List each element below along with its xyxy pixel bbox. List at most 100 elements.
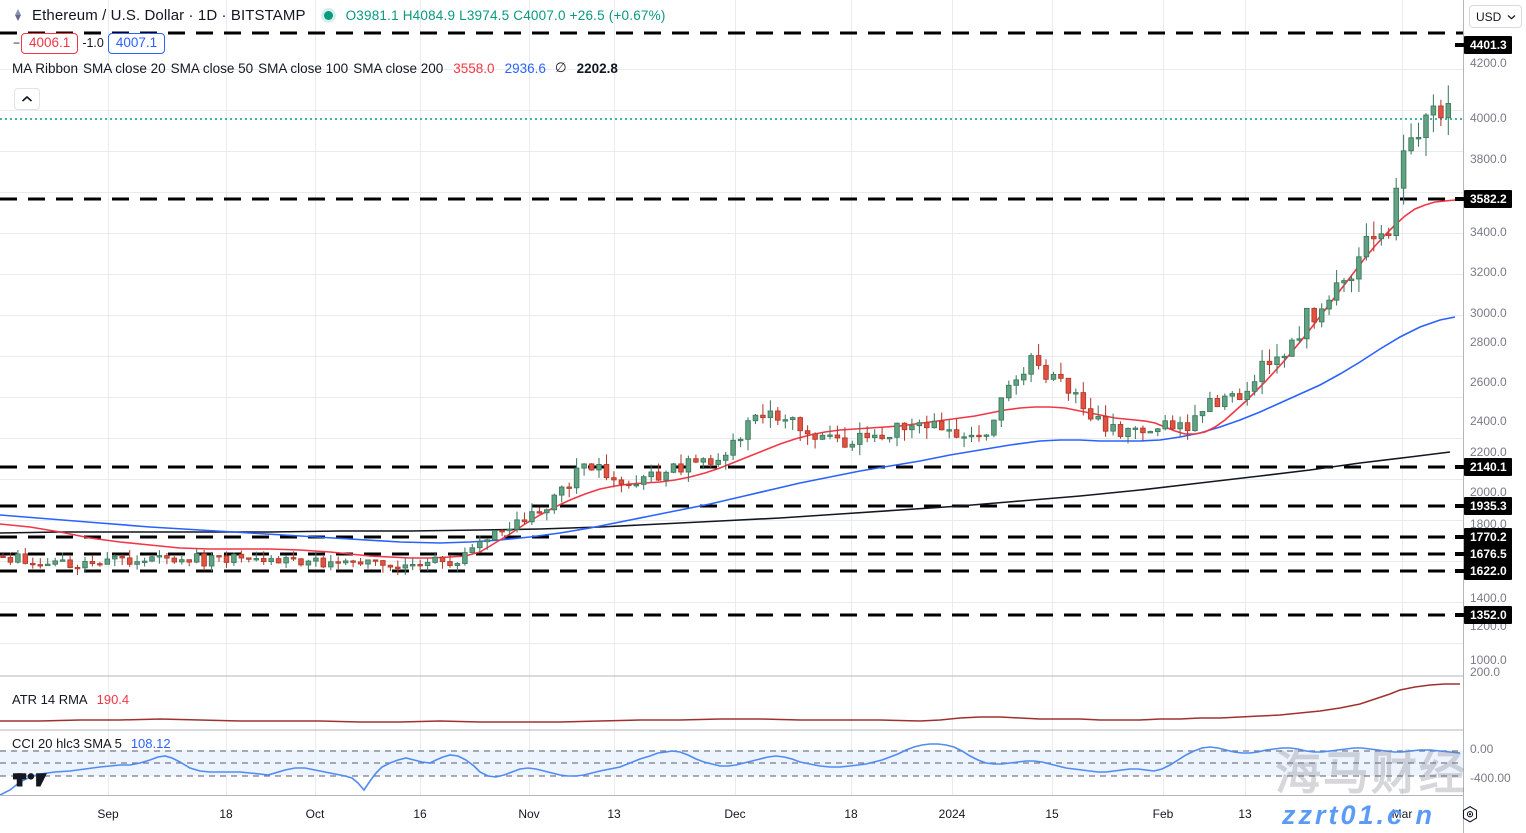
candle-body bbox=[924, 422, 930, 429]
candle-body bbox=[44, 563, 51, 567]
candle-body bbox=[141, 560, 148, 563]
atr-label: ATR 14 RMA bbox=[12, 692, 88, 707]
candle-body bbox=[1438, 105, 1444, 119]
candle-body bbox=[1125, 427, 1131, 437]
candle-body bbox=[52, 560, 58, 565]
candle-body bbox=[1192, 415, 1198, 432]
candle-body bbox=[633, 484, 640, 487]
candle-body bbox=[0, 555, 6, 559]
candle-body bbox=[1102, 416, 1109, 432]
candle-body bbox=[946, 429, 952, 432]
candle-body bbox=[596, 464, 602, 471]
chart-canvas[interactable]: Ethereum / U.S. Dollar · 1D · BITSTAMP O… bbox=[0, 0, 1463, 795]
candle-body bbox=[1050, 373, 1057, 380]
candle-body bbox=[380, 560, 386, 566]
time-tick: 15 bbox=[1045, 807, 1059, 821]
candle-body bbox=[1281, 355, 1288, 359]
time-tick: 13 bbox=[1238, 807, 1252, 821]
candle-body bbox=[1423, 114, 1429, 138]
candle-body bbox=[1311, 307, 1317, 323]
price-level-badge[interactable]: 1770.2 bbox=[1455, 528, 1512, 546]
price-level-badge[interactable]: 1676.5 bbox=[1455, 545, 1512, 563]
candle-body bbox=[432, 556, 438, 563]
candle-body bbox=[15, 553, 21, 563]
currency-label: USD bbox=[1476, 9, 1502, 24]
candle-body bbox=[82, 561, 88, 569]
candle-body bbox=[536, 511, 543, 514]
cci-axis-min: -400.00 bbox=[1470, 771, 1511, 785]
price-level-badge[interactable]: 3582.2 bbox=[1455, 190, 1512, 208]
candle-body bbox=[134, 561, 140, 565]
price-tick: 2200.0 bbox=[1470, 445, 1507, 459]
price-tick: 1400.0 bbox=[1470, 591, 1507, 605]
candle-body bbox=[708, 458, 714, 465]
candle-body bbox=[260, 558, 267, 563]
tradingview-logo[interactable] bbox=[13, 767, 47, 794]
candle-body bbox=[529, 511, 535, 523]
time-axis[interactable]: Sep 18 Oct 16 Nov 13 Dec 18 2024 15 Feb 13 Mar bbox=[0, 795, 1463, 833]
price-level-badge[interactable]: 4401.3 bbox=[1455, 36, 1512, 54]
time-tick: Mar bbox=[1391, 807, 1413, 821]
candle-body bbox=[871, 434, 878, 439]
candle-body bbox=[961, 436, 967, 439]
candle-body bbox=[491, 530, 498, 541]
candle-body bbox=[223, 555, 230, 563]
candle-body bbox=[797, 417, 803, 432]
tradingview-logo-icon bbox=[13, 773, 47, 787]
price-level-badge[interactable]: 2140.1 bbox=[1455, 458, 1512, 476]
price-level-lines bbox=[0, 31, 1463, 617]
candle-body bbox=[1162, 420, 1168, 430]
candle-body bbox=[372, 559, 379, 562]
time-tick: Nov bbox=[518, 807, 540, 821]
candle-body bbox=[1222, 395, 1228, 408]
candle-body bbox=[1430, 105, 1437, 116]
candle-body bbox=[1408, 137, 1414, 152]
candle-body bbox=[37, 564, 44, 567]
price-axis[interactable]: USD 4200.0 4000.0 3800.0 3400.0 3200.0 3000.0… bbox=[1455, 0, 1526, 833]
candle-body bbox=[886, 436, 893, 440]
candle-body bbox=[1385, 233, 1392, 236]
candle-body bbox=[603, 464, 610, 479]
candle-body bbox=[1013, 379, 1019, 386]
candle-body bbox=[812, 433, 818, 440]
candle-body bbox=[462, 552, 468, 564]
price-tick: 200.0 bbox=[1470, 665, 1501, 679]
candle-body bbox=[477, 541, 483, 549]
collapse-pane-button[interactable] bbox=[14, 88, 40, 110]
candle-body bbox=[819, 434, 826, 440]
price-tick: 1000.0 bbox=[1470, 653, 1507, 667]
candle-body bbox=[760, 414, 766, 419]
time-tick: 13 bbox=[607, 807, 621, 821]
candle-body bbox=[626, 483, 632, 487]
candle-body bbox=[1326, 299, 1332, 310]
price-level-badge[interactable]: 1935.3 bbox=[1455, 497, 1512, 515]
candle-body bbox=[231, 553, 237, 563]
candle-body bbox=[506, 528, 513, 532]
candle-body bbox=[97, 563, 103, 566]
atr-pane-legend[interactable]: ATR 14 RMA 190.4 bbox=[12, 692, 129, 707]
candle-body bbox=[357, 561, 364, 565]
candle-body bbox=[1207, 398, 1213, 412]
candle-body bbox=[745, 420, 751, 440]
price-level-badge[interactable]: 1352.0 bbox=[1455, 606, 1512, 624]
candle-body bbox=[715, 459, 721, 465]
candle-body bbox=[149, 556, 155, 562]
price-tick: 2600.0 bbox=[1470, 375, 1507, 389]
price-tick: 2400.0 bbox=[1470, 414, 1507, 428]
price-tick: 2800.0 bbox=[1470, 335, 1507, 349]
candle-body bbox=[1266, 360, 1273, 365]
candle-body bbox=[1378, 233, 1385, 240]
candle-body bbox=[126, 557, 133, 565]
candle-body bbox=[67, 559, 73, 568]
cci-pane-legend[interactable]: CCI 20 hlc3 SMA 5 108.12 bbox=[12, 736, 171, 751]
candle-body bbox=[469, 547, 476, 554]
price-level-badge[interactable]: 1622.0 bbox=[1455, 562, 1512, 580]
candle-body bbox=[983, 434, 990, 437]
currency-selector[interactable]: USD bbox=[1469, 5, 1522, 28]
candle-body bbox=[179, 559, 185, 563]
candle-body bbox=[611, 477, 617, 481]
candle-body bbox=[1445, 103, 1452, 119]
candle-body bbox=[1356, 256, 1362, 280]
candle-body bbox=[976, 434, 982, 438]
candle-body bbox=[1169, 420, 1176, 430]
